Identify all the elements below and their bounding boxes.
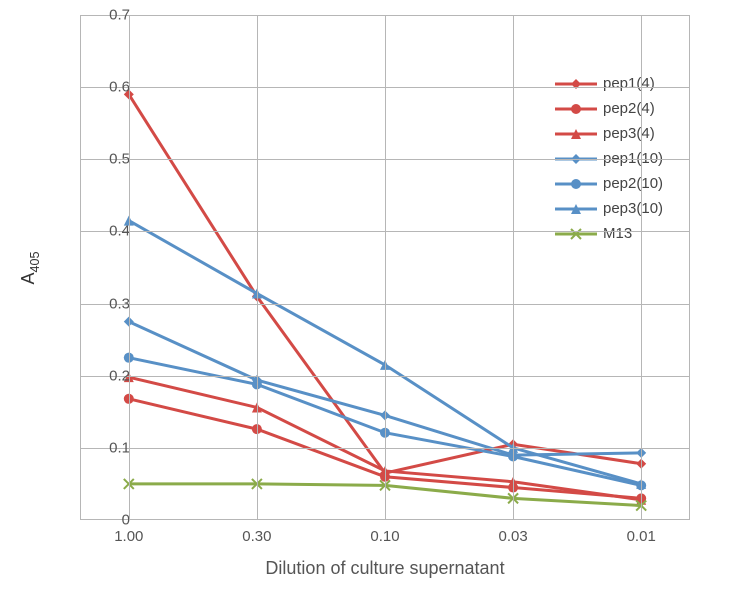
- chart-figure: A405 Dilution of culture supernatant pep…: [0, 0, 730, 599]
- gridline-x: [257, 15, 258, 520]
- gridline-x: [129, 15, 130, 520]
- x-tick-label: 0.03: [498, 520, 527, 545]
- gridline-x: [641, 15, 642, 520]
- x-tick-label: 1.00: [114, 520, 143, 545]
- gridline-x: [513, 15, 514, 520]
- gridline-x: [385, 15, 386, 520]
- x-tick-label: 0.30: [242, 520, 271, 545]
- x-tick-label: 0.10: [370, 520, 399, 545]
- x-tick-label: 0.01: [627, 520, 656, 545]
